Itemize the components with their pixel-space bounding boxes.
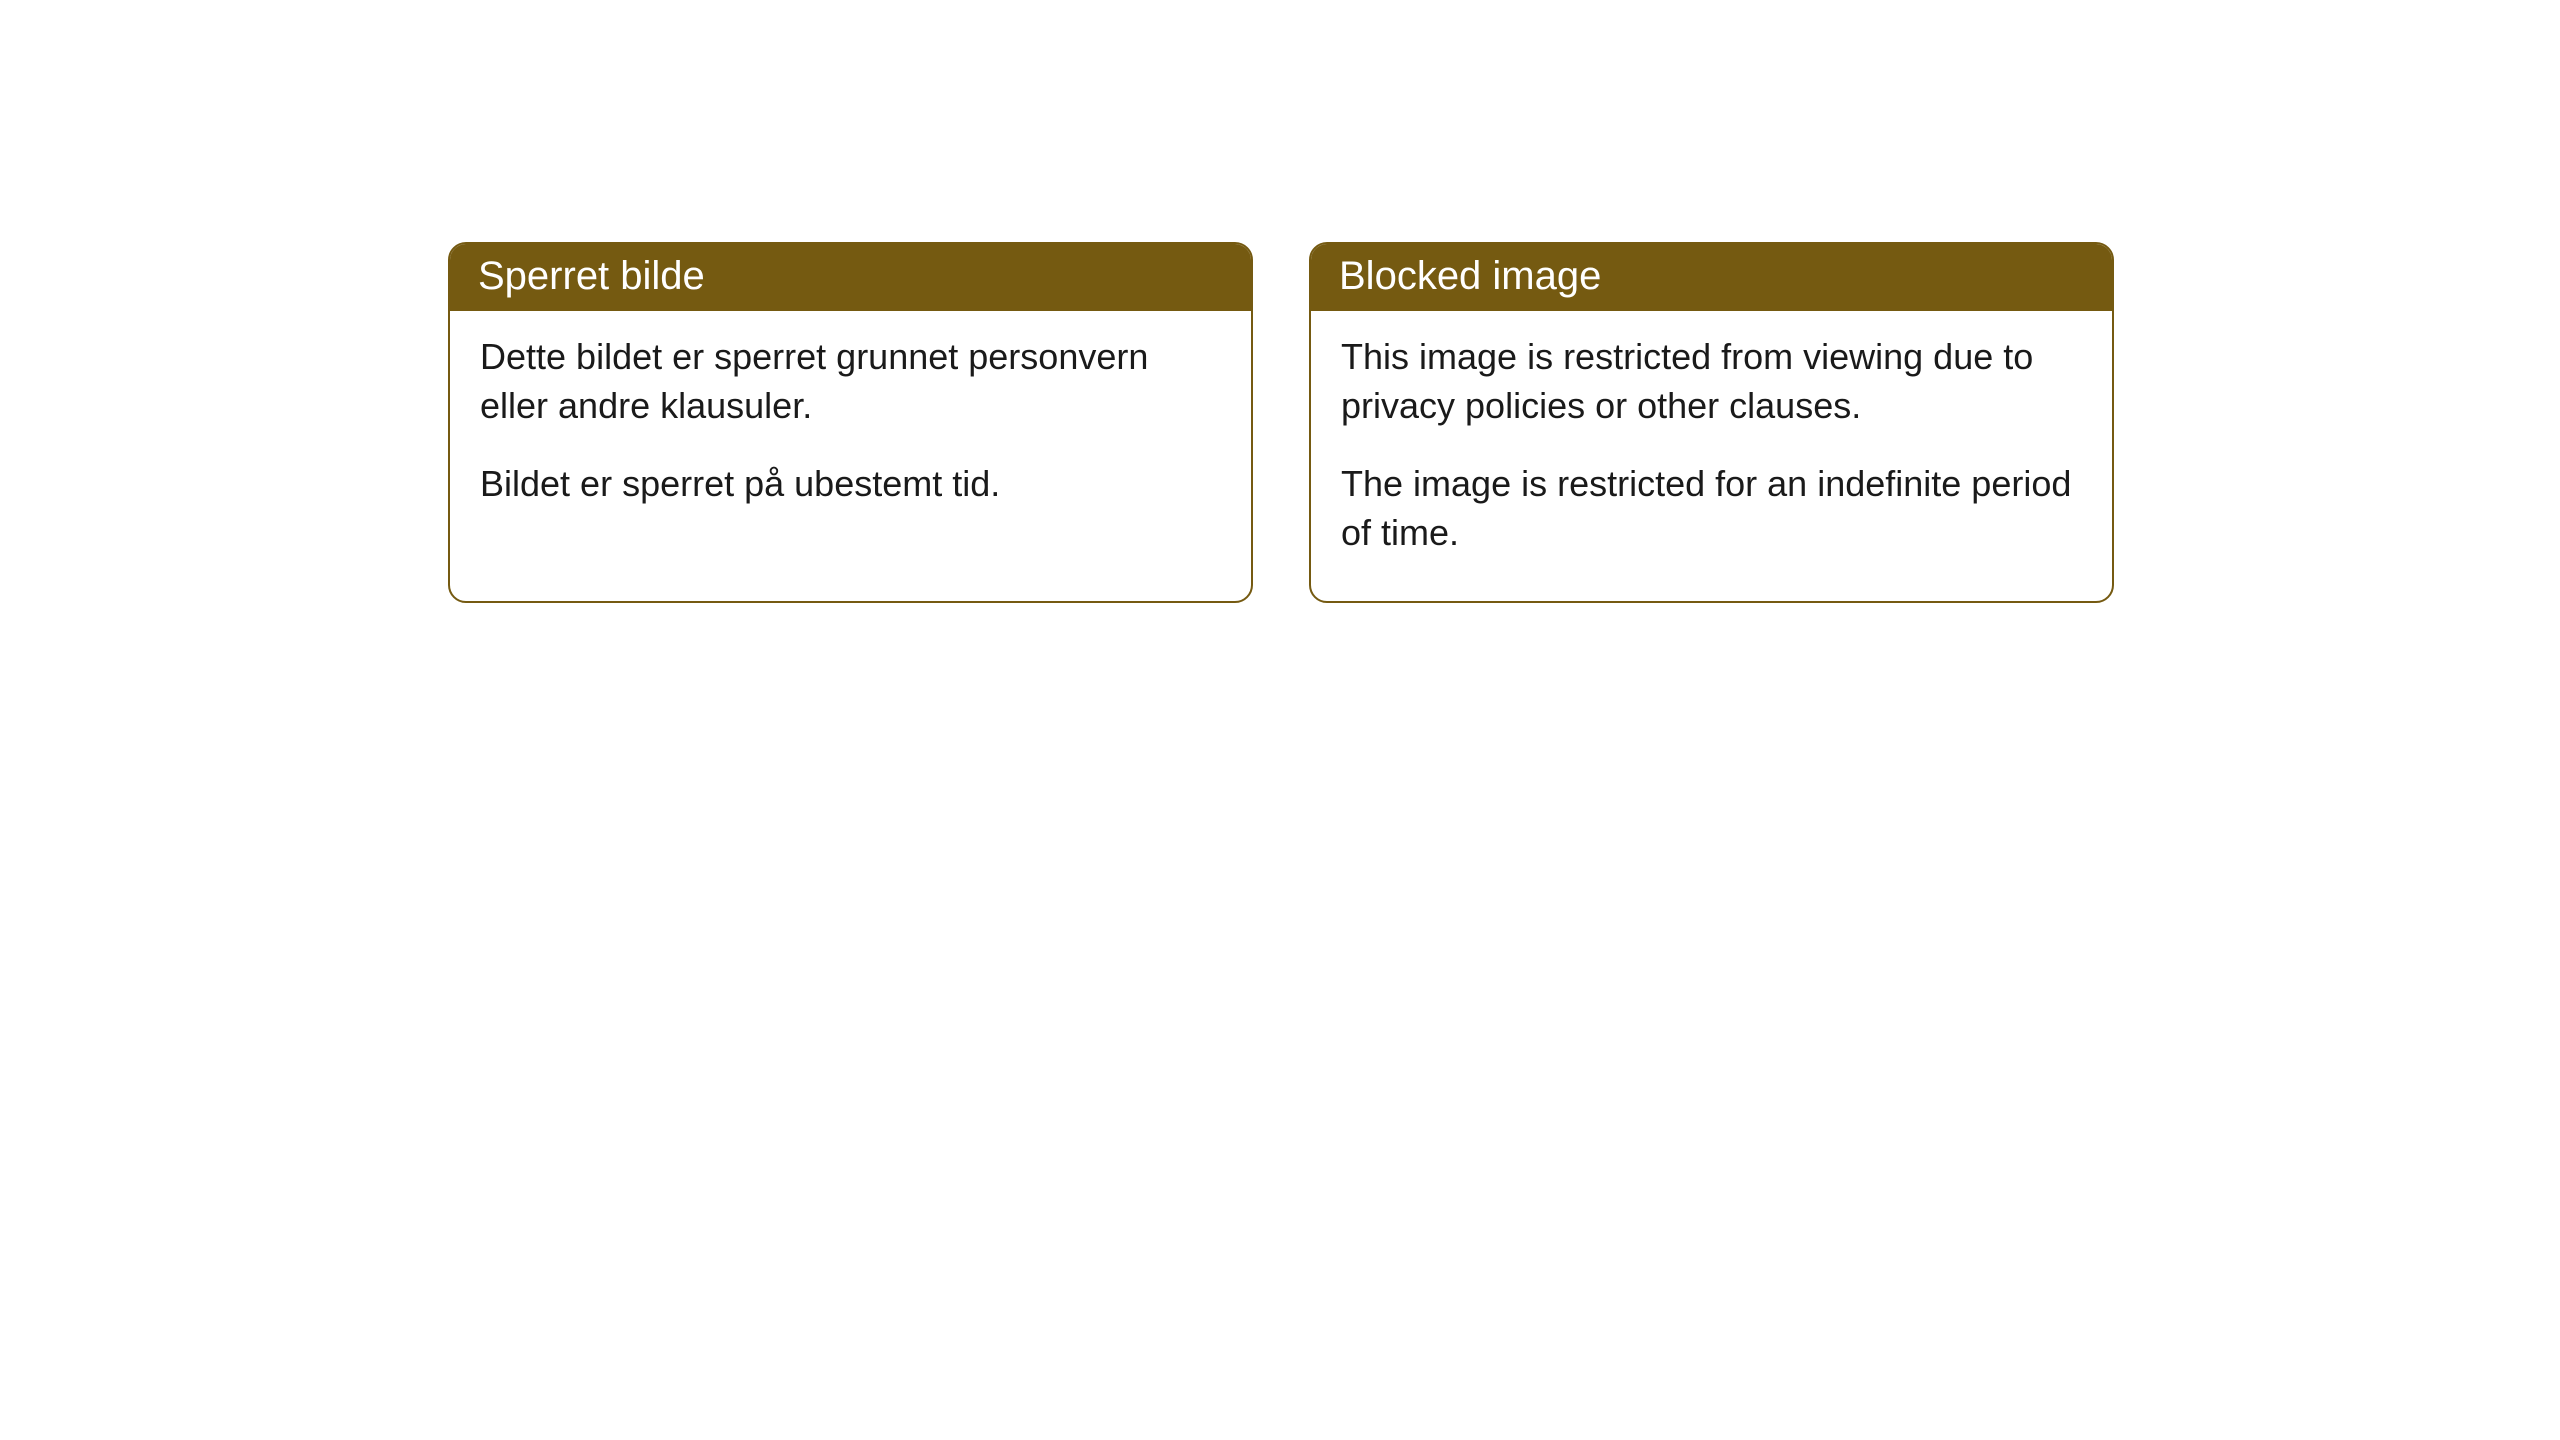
- card-body: This image is restricted from viewing du…: [1311, 311, 2112, 601]
- blocked-image-card-norwegian: Sperret bilde Dette bildet er sperret gr…: [448, 242, 1253, 603]
- card-paragraph: Dette bildet er sperret grunnet personve…: [480, 333, 1221, 430]
- card-paragraph: The image is restricted for an indefinit…: [1341, 460, 2082, 557]
- card-header: Sperret bilde: [450, 244, 1251, 311]
- card-paragraph: This image is restricted from viewing du…: [1341, 333, 2082, 430]
- cards-container: Sperret bilde Dette bildet er sperret gr…: [448, 242, 2114, 603]
- card-body: Dette bildet er sperret grunnet personve…: [450, 311, 1251, 553]
- blocked-image-card-english: Blocked image This image is restricted f…: [1309, 242, 2114, 603]
- card-paragraph: Bildet er sperret på ubestemt tid.: [480, 460, 1221, 509]
- card-header: Blocked image: [1311, 244, 2112, 311]
